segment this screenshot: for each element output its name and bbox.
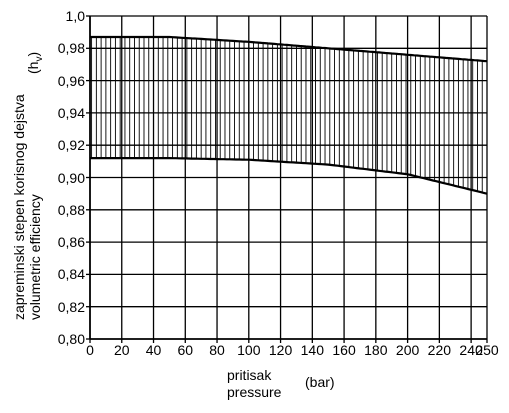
y-tick-label: 0,92 [57,137,85,154]
x-tick-label: 80 [209,342,225,358]
y-tick-label: 0,88 [57,201,85,218]
y-axis-symbol-close: ) [25,51,41,57]
y-tick-label: 0,80 [57,331,85,347]
y-tick-label: 0,82 [57,298,85,315]
band-lower-curve [90,157,488,195]
y-tick-label: 0,90 [57,169,85,186]
y-tick-label: 0,86 [57,234,85,251]
x-axis-label-line-2: pressure [227,384,282,400]
x-tick-label: 0 [86,342,94,358]
x-tick-label: 180 [364,342,388,358]
y-tick-label: 1,0 [65,8,85,24]
x-tick-label: 60 [177,342,194,358]
y-axis-symbol: (hv) [25,52,45,74]
x-axis-label-line-1: pritisak [227,367,272,383]
y-axis-symbol-subscript: v [33,56,45,62]
x-axis-unit: (bar) [305,374,335,390]
x-tick-label: 200 [395,342,420,358]
x-tick-label: 220 [427,342,452,358]
x-tick-label: 40 [145,342,162,358]
x-tick-label: 250 [475,342,499,358]
x-tick-label: 140 [300,342,324,358]
x-tick-label: 240 [459,342,483,358]
y-tick-label: 0,84 [57,266,85,283]
y-axis-symbol-main: (h [25,61,41,74]
y-tick-label: 0,96 [57,72,85,89]
band-upper-curve [90,35,488,63]
x-tick-label: 20 [113,342,130,358]
x-tick-label: 100 [237,342,261,358]
x-tick-label: 160 [332,342,356,358]
y-tick-label: 0,98 [57,40,85,57]
y-axis-label-line-1: zapreminski stepen korisnog dejstva [11,94,27,320]
x-tick-label: 120 [268,342,293,358]
y-axis-label-line-2: volumetric efficiency [27,194,43,320]
y-tick-label: 0,94 [57,104,85,121]
